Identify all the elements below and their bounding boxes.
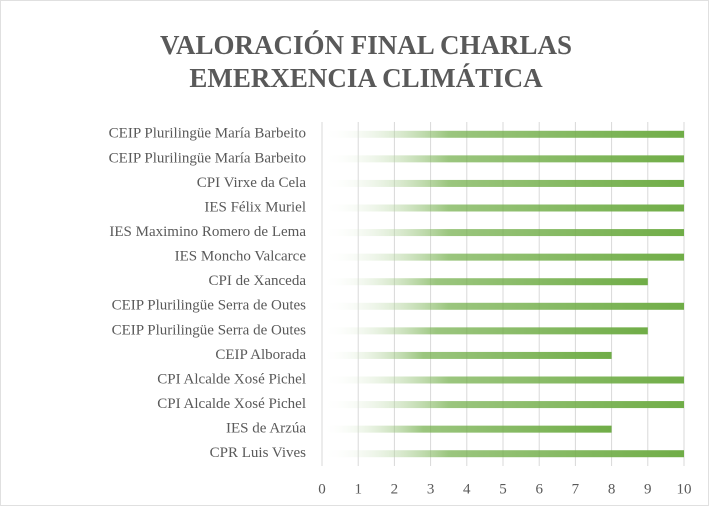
y-tick-label: IES de Arzúa	[226, 421, 306, 437]
x-tick-label: 3	[427, 481, 435, 497]
x-tick-label: 8	[608, 481, 616, 497]
y-tick-label: CEIP Plurilingüe Serra de Outes	[112, 322, 307, 338]
bar	[322, 204, 684, 212]
chart-title: VALORACIÓN FINAL CHARLAS	[160, 30, 572, 60]
bar	[322, 229, 684, 237]
bar	[322, 253, 684, 261]
y-tick-label: CPI Alcalde Xosé Pichel	[157, 396, 306, 412]
x-tick-label: 10	[677, 481, 692, 497]
bar	[322, 450, 684, 458]
y-tick-label: IES Moncho Valcarce	[175, 249, 307, 265]
bar	[322, 302, 684, 310]
y-tick-label: IES Maximino Romero de Lema	[109, 224, 306, 240]
bar	[322, 401, 684, 409]
y-tick-label: CPI Alcalde Xosé Pichel	[157, 371, 306, 387]
bar	[322, 179, 684, 187]
bar	[322, 425, 612, 433]
x-tick-label: 1	[354, 481, 362, 497]
y-tick-label: CPI Virxe da Cela	[197, 175, 307, 191]
bar	[322, 351, 612, 359]
x-tick-label: 2	[391, 481, 399, 497]
x-tick-label: 9	[644, 481, 652, 497]
y-tick-label: CEIP Alborada	[215, 347, 306, 363]
y-tick-label: CPR Luis Vives	[210, 445, 307, 461]
x-tick-label: 7	[572, 481, 580, 497]
y-tick-label: CEIP Plurilingüe Serra de Outes	[112, 298, 307, 314]
y-tick-label: CEIP Plurilingüe María Barbeito	[109, 126, 306, 142]
bar	[322, 130, 684, 138]
x-tick-label: 4	[463, 481, 471, 497]
x-tick-label: 5	[499, 481, 507, 497]
y-tick-label: CPI de Xanceda	[209, 273, 307, 289]
bar	[322, 155, 684, 163]
y-tick-label: IES Félix Muriel	[204, 199, 306, 215]
bar	[322, 327, 648, 335]
x-tick-label: 6	[535, 481, 543, 497]
bar	[322, 376, 684, 384]
chart-title: EMERXENCIA CLIMÁTICA	[189, 63, 543, 93]
x-tick-label: 0	[318, 481, 326, 497]
bar	[322, 278, 648, 286]
y-tick-label: CEIP Plurilingüe María Barbeito	[109, 150, 306, 166]
